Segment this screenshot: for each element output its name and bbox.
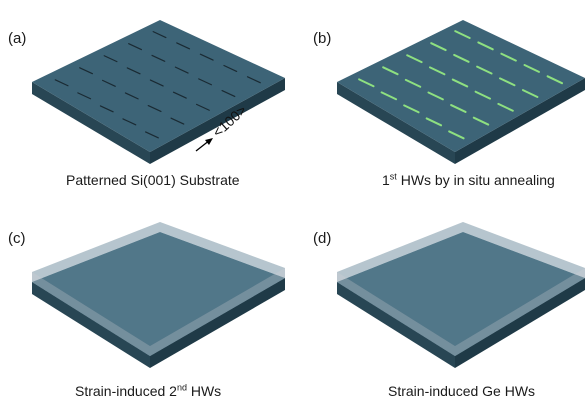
panel-c-caption-text: Strain-induced 2 — [75, 383, 177, 399]
panel-b-caption-text: HWs by in situ annealing — [396, 172, 555, 188]
cap-layer-front-right — [455, 268, 585, 356]
panel-c-label: (c) — [8, 230, 26, 247]
cap-layer-front-left — [32, 272, 150, 356]
pit-line — [199, 53, 214, 61]
pit-line — [221, 89, 236, 98]
hut-wire-first — [521, 89, 539, 98]
substrate-left-face — [32, 282, 150, 368]
hut-wire-first — [454, 30, 471, 40]
panel-a-substrate — [32, 20, 285, 164]
hut-wire-first — [450, 104, 467, 113]
panel-c-substrate — [32, 222, 285, 368]
panel-a-label: (a) — [8, 30, 27, 47]
pit-line — [151, 54, 166, 62]
pit-line — [101, 79, 116, 87]
pit-line — [172, 91, 187, 99]
substrate-left-face — [337, 82, 455, 164]
direction-arrow-head — [205, 138, 213, 145]
pit-line — [198, 78, 213, 86]
pit-line — [147, 104, 162, 113]
substrate-right-face — [150, 278, 285, 368]
pit-line — [176, 42, 191, 50]
substrate-top-face — [337, 20, 585, 152]
cap-layer-top — [32, 222, 285, 346]
hut-wire-first — [476, 65, 493, 75]
hut-wire-first — [380, 91, 398, 101]
panel-c-caption-tail: HWs — [186, 383, 222, 399]
pit-line — [195, 103, 210, 111]
pit-line — [174, 66, 189, 74]
hut-wire-first — [427, 91, 444, 101]
panel-b-caption: 1st HWs by in situ annealing — [382, 172, 555, 188]
substrate-right-face — [150, 78, 285, 164]
panel-d-substrate — [337, 222, 585, 368]
cap-layer-top — [337, 222, 585, 346]
cap-layer-front-left — [337, 272, 455, 356]
panel-c-caption: Strain-induced 2nd HWs — [75, 383, 221, 399]
substrate-left-face — [337, 282, 455, 368]
substrate-left-face — [32, 82, 150, 164]
hut-wire-first — [428, 66, 446, 76]
hut-wire-first — [406, 54, 423, 64]
hut-wire-first — [523, 64, 540, 73]
substrate-top-face — [337, 232, 585, 356]
panel-b-caption-sup: st — [389, 171, 397, 182]
pit-line — [149, 79, 164, 87]
pit-line — [79, 67, 94, 75]
pit-line — [246, 76, 261, 84]
substrate-top-face — [32, 232, 285, 356]
hut-wire-first — [404, 78, 422, 88]
hut-wire-first — [453, 53, 470, 63]
cap-layer-back-right — [160, 222, 285, 278]
cap-layer-front-right — [150, 268, 285, 356]
hut-wire-first — [382, 66, 399, 76]
hut-wire-first — [474, 90, 492, 100]
hut-wire-first — [358, 78, 375, 88]
hut-wire-first — [497, 102, 514, 112]
pit-line — [99, 105, 114, 113]
hut-wire-first — [546, 75, 564, 85]
substrate-right-face — [455, 78, 585, 164]
cap-layer-back-left — [337, 222, 463, 282]
cap-layer-back-left — [32, 222, 160, 282]
cap-layer-back-right — [463, 222, 585, 278]
hut-wire-first — [499, 77, 516, 87]
pit-line — [54, 79, 69, 87]
pit-line — [152, 31, 167, 39]
pit-line — [144, 131, 159, 139]
pit-line — [170, 117, 185, 125]
hut-wire-first — [477, 41, 494, 51]
panel-b-substrate — [337, 20, 585, 164]
hut-wire-first — [403, 104, 420, 114]
pit-line — [77, 92, 92, 100]
substrate-top-face — [32, 20, 285, 152]
pit-line — [223, 64, 238, 72]
pit-line — [126, 67, 141, 75]
panel-b-caption-num: 1 — [382, 172, 390, 188]
pit-line — [128, 43, 143, 51]
panel-c-caption-sup: nd — [176, 382, 187, 393]
hut-wire-first — [430, 42, 447, 52]
panel-d-label: (d) — [313, 230, 332, 247]
pit-line — [103, 55, 118, 63]
hut-wire-first — [472, 116, 490, 126]
panel-d-caption: Strain-induced Ge HWs — [388, 383, 536, 399]
pit-line — [124, 92, 139, 100]
hut-wire-first — [500, 52, 517, 62]
hut-wire-first — [448, 130, 465, 140]
pit-line — [122, 118, 137, 126]
substrate-right-face — [455, 278, 585, 368]
hut-wire-first — [425, 117, 443, 127]
panel-a-caption: Patterned Si(001) Substrate — [66, 172, 240, 188]
hut-wire-first — [451, 78, 469, 88]
panel-b-label: (b) — [313, 30, 332, 47]
